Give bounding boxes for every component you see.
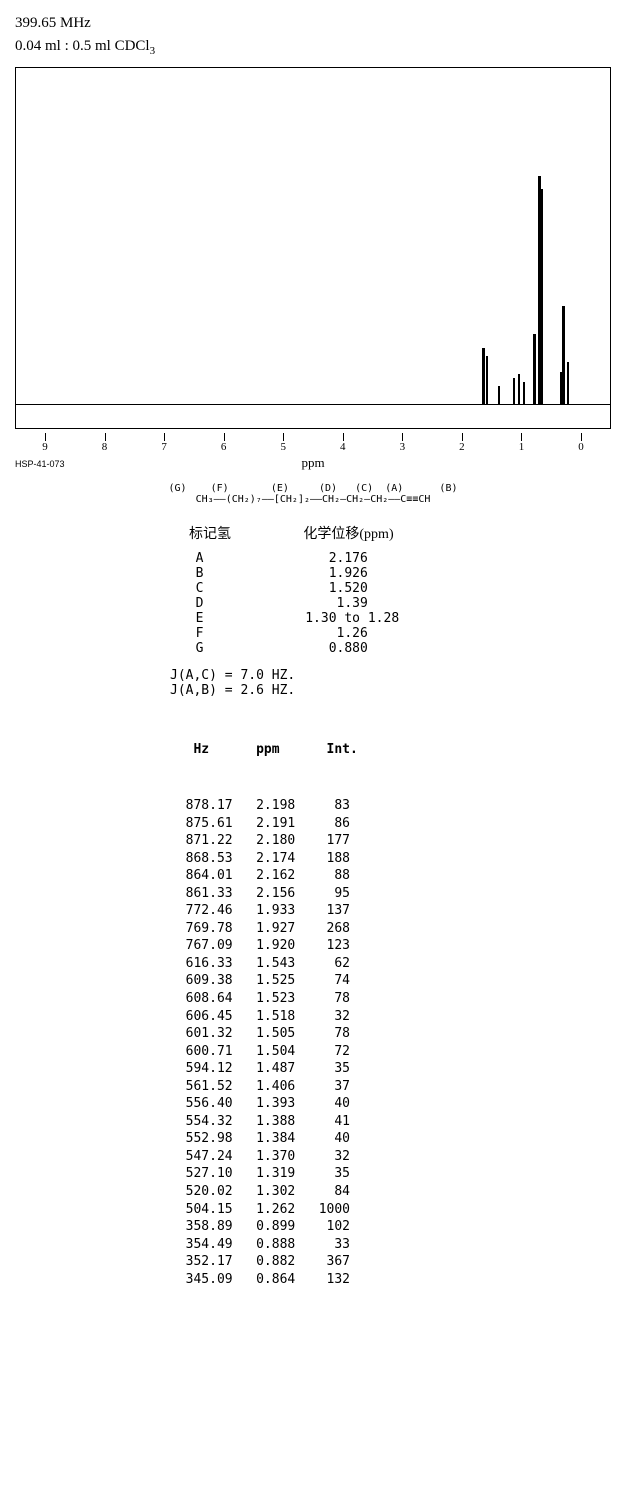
peak-row: 861.33 2.156 95 [170,885,611,903]
axis-tick-label: 9 [42,441,48,453]
peak-row: 767.09 1.920 123 [170,937,611,955]
nmr-spectrum [15,67,611,429]
peak-row: 601.32 1.505 78 [170,1025,611,1043]
spectrum-peak [482,348,485,404]
spectrum-peak [513,378,515,404]
peak-row: 871.22 2.180 177 [170,832,611,850]
peak-row: 345.09 0.864 132 [170,1271,611,1289]
axis-tick [581,433,582,441]
peak-row: 875.61 2.191 86 [170,815,611,833]
peak-row: 556.40 1.393 40 [170,1095,611,1113]
peak-row: 594.12 1.487 35 [170,1060,611,1078]
axis-tick-label: 5 [280,441,286,453]
shift-row: B 1.926 [180,566,611,581]
peak-row: 864.01 2.162 88 [170,867,611,885]
axis-tick-label: 0 [578,441,584,453]
spectrum-peak [541,189,543,404]
x-axis: 9 8 7 6 5 4 3 2 1 0 [15,433,611,473]
peak-row: 354.49 0.888 33 [170,1236,611,1254]
coupling-constants: J(A,C) = 7.0 HZ. J(A,B) = 2.6 HZ. [170,668,611,698]
molecular-structure: (G) (F) (E) (D) (C) (A) (B) CH₃——(CH₂)₇—… [15,483,611,505]
frequency-label: 399.65 MHz [15,15,611,32]
axis-tick [224,433,225,441]
axis-tick-label: 4 [340,441,346,453]
shift-row: G 0.880 [180,641,611,656]
peak-row: 561.52 1.406 37 [170,1078,611,1096]
shift-row: A 2.176 [180,551,611,566]
peak-row: 520.02 1.302 84 [170,1183,611,1201]
peak-row: 609.38 1.525 74 [170,972,611,990]
axis-tick-label: 7 [161,441,167,453]
spectrum-peak [523,382,525,404]
peak-row: 547.24 1.370 32 [170,1148,611,1166]
peak-row: 606.45 1.518 32 [170,1008,611,1026]
spectrum-peak [560,372,562,404]
axis-tick-label: 2 [459,441,465,453]
shift-table: A 2.176 B 1.926 C 1.520 D 1.39 E 1.30 to… [180,551,611,656]
shift-row: D 1.39 [180,596,611,611]
peak-row: 600.71 1.504 72 [170,1043,611,1061]
axis-tick [45,433,46,441]
axis-tick [343,433,344,441]
peak-table-body: 878.17 2.198 83 875.61 2.191 86 871.22 2… [170,797,611,1288]
chemical-shift-header: 化学位移(ppm) [269,523,429,543]
axis-tick [462,433,463,441]
axis-tick-label: 8 [102,441,108,453]
peak-row: 358.89 0.899 102 [170,1218,611,1236]
peak-row: 504.15 1.262 1000 [170,1201,611,1219]
axis-tick [105,433,106,441]
spectrum-peak [518,374,520,404]
axis-tick-label: 6 [221,441,227,453]
sample-subscript: 3 [150,45,156,57]
peak-table-header: Hz ppm Int. [170,742,611,757]
axis-tick [283,433,284,441]
peak-row: 352.17 0.882 367 [170,1253,611,1271]
peak-row: 616.33 1.543 62 [170,955,611,973]
peak-row: 868.53 2.174 188 [170,850,611,868]
shift-row: F 1.26 [180,626,611,641]
axis-tick [164,433,165,441]
axis-tick [402,433,403,441]
sample-label: 0.04 ml : 0.5 ml CDCl3 [15,38,611,57]
spectrum-peak [498,386,500,404]
spectrum-peak [567,362,569,404]
shift-table-headers: 标记氢 化学位移(ppm) [155,523,611,543]
marked-hydrogen-header: 标记氢 [155,523,265,543]
axis-tick [521,433,522,441]
peak-row: 772.46 1.933 137 [170,902,611,920]
peak-row: 878.17 2.198 83 [170,797,611,815]
axis-tick-label: 1 [519,441,525,453]
peak-row: 554.32 1.388 41 [170,1113,611,1131]
spectrum-peak [486,356,488,404]
spectrum-peak [562,306,565,404]
peak-table: Hz ppm Int. 878.17 2.198 83 875.61 2.191… [170,712,611,1303]
peak-row: 552.98 1.384 40 [170,1130,611,1148]
peak-row: 769.78 1.927 268 [170,920,611,938]
peak-row: 608.64 1.523 78 [170,990,611,1008]
shift-row: E 1.30 to 1.28 [180,611,611,626]
spectrum-peak [533,334,536,404]
shift-row: C 1.520 [180,581,611,596]
sample-text: 0.04 ml : 0.5 ml CDCl [15,38,150,54]
axis-tick-label: 3 [400,441,406,453]
peak-row: 527.10 1.319 35 [170,1165,611,1183]
